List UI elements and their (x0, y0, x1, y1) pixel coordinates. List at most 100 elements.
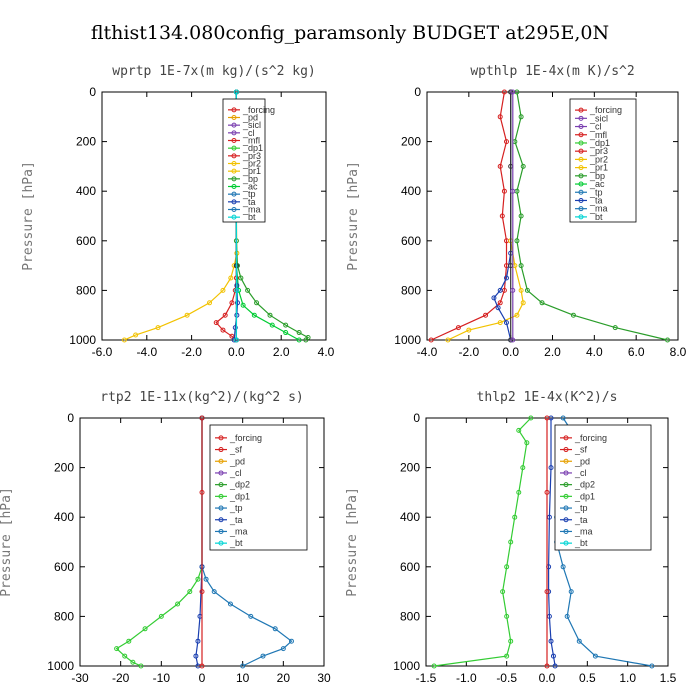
data-point (203, 576, 209, 582)
legend-marker (231, 115, 237, 120)
x-tick-label: -1.0 (456, 671, 477, 685)
y-tick-label: 1000 (394, 333, 421, 347)
x-tick-label: -30 (71, 671, 89, 685)
y-tick-label: 0 (67, 411, 74, 425)
data-point (564, 613, 570, 619)
legend-label: _dp1 (229, 491, 250, 501)
x-tick-label: 20 (277, 671, 291, 685)
data-point (260, 653, 266, 659)
legend-marker (218, 528, 224, 534)
legend-label: _forcing (229, 433, 262, 443)
data-point (272, 626, 278, 632)
data-point (296, 337, 302, 343)
legend-marker (231, 145, 237, 151)
data-point (518, 287, 524, 293)
x-tick-label: -2.0 (458, 345, 479, 359)
data-point (195, 638, 201, 644)
legend-marker (231, 161, 237, 166)
data-point (229, 300, 235, 306)
legend-label: _ac (589, 179, 605, 189)
legend-label: _dp1 (574, 491, 595, 501)
legend-marker (563, 528, 569, 534)
legend-label: _dp2 (229, 480, 250, 490)
data-point (544, 589, 550, 595)
legend-marker (231, 191, 237, 197)
y-axis-label: Pressure [hPa] (346, 161, 361, 271)
panel-1: wprtp 1E-7x(m kg)/(s^2 kg) Pressure [hPa]… (21, 64, 335, 359)
legend-marker (218, 493, 224, 499)
data-point (510, 287, 516, 293)
legend-marker (231, 130, 237, 136)
data-point (560, 564, 566, 570)
panel-4: thlp2 1E-4x(K^2)/s Pressure [hPa] -1.5 -1.0… (345, 390, 677, 685)
data-point (228, 275, 234, 281)
legend-marker (218, 517, 224, 523)
data-point (518, 213, 524, 219)
x-tick-label: -20 (112, 671, 130, 685)
legend-label: _dp1 (242, 143, 263, 153)
legend-marker (563, 482, 569, 488)
legend-label: _ta (242, 197, 256, 207)
data-point (514, 312, 520, 318)
data-point (296, 330, 302, 336)
legend-label: _pr3 (589, 146, 608, 156)
data-point (138, 663, 144, 669)
data-point (520, 465, 526, 471)
legend-label: _ma (574, 526, 593, 536)
legend-label: _tp (242, 189, 256, 199)
data-point (122, 653, 128, 659)
data-point (504, 564, 510, 570)
series-line-ta (195, 418, 203, 667)
panel-title: wprtp 1E-7x(m kg)/(s^2 kg) (112, 64, 316, 79)
data-point (544, 415, 550, 421)
y-tick-label: 600 (400, 560, 420, 574)
legend-marker (578, 107, 584, 113)
data-point (232, 325, 238, 331)
legend-label: _tp (589, 187, 603, 197)
x-tick-label: 4.0 (586, 345, 603, 359)
data-point (483, 312, 489, 318)
legend-label: _ma (242, 205, 261, 215)
plot-frame (426, 91, 679, 341)
legend-label: _forcing (242, 105, 275, 115)
data-point (503, 139, 509, 145)
legend-label: _bt (229, 538, 243, 548)
data-point (514, 238, 520, 244)
data-point (665, 337, 671, 343)
legend-marker (231, 199, 237, 205)
data-point (510, 89, 516, 95)
data-point (431, 663, 437, 669)
data-point (552, 663, 558, 669)
data-point (233, 337, 239, 343)
data-point (570, 312, 576, 318)
legend-label: _forcing (589, 105, 622, 115)
data-point (269, 322, 275, 328)
data-point (544, 489, 550, 495)
legend-label: _mfl (242, 136, 260, 146)
legend-label: _tp (229, 503, 243, 513)
y-tick-label: 200 (76, 135, 96, 149)
data-point (649, 663, 655, 669)
data-point (235, 300, 241, 306)
series-line-mfl (430, 91, 508, 341)
data-point (251, 312, 257, 318)
series-line-pr1 (124, 92, 238, 341)
data-point (240, 302, 246, 308)
x-tick-label: -4.0 (417, 345, 438, 359)
legend-label: _bp (589, 171, 605, 181)
data-point (550, 653, 556, 659)
legend-marker (218, 435, 224, 441)
legend-label: _ma (589, 204, 608, 214)
legend-label: _ma (229, 526, 248, 536)
x-tick-label: 0 (199, 671, 206, 685)
y-tick-label: 0 (89, 85, 96, 99)
legend-label: _ta (574, 515, 588, 525)
legend-marker (578, 206, 584, 212)
legend-marker (578, 214, 584, 220)
legend-marker (563, 435, 569, 441)
data-point (234, 287, 240, 293)
data-point (518, 263, 524, 269)
series-line-ta (493, 92, 512, 341)
x-tick-label: 8.0 (670, 345, 687, 359)
legend-label: _sicl (589, 113, 608, 123)
